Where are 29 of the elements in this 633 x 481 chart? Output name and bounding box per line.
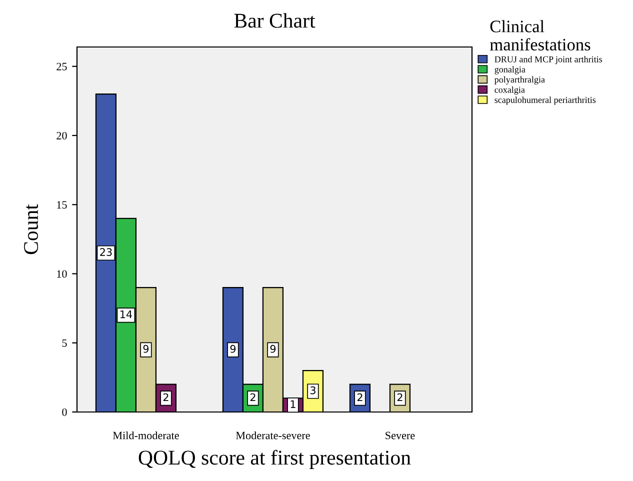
- data-label: 2: [397, 393, 402, 402]
- y-tick-label: 25: [56, 62, 67, 70]
- data-label: 2: [357, 393, 362, 402]
- legend-label: gonalgia: [494, 66, 526, 74]
- data-label: 23: [100, 248, 112, 256]
- y-tick-label: 20: [56, 132, 67, 140]
- data-label: 2: [163, 393, 168, 402]
- data-label: 1: [290, 400, 296, 408]
- legend-title: Clinical manifestations: [490, 20, 590, 50]
- data-label: 9: [270, 344, 276, 353]
- data-label: 9: [143, 344, 149, 353]
- y-tick-label: 5: [62, 339, 67, 347]
- x-axis-title: QOLQ score at first presentation: [138, 450, 411, 469]
- y-tick-label: 0: [62, 408, 67, 416]
- data-label: 14: [120, 310, 132, 318]
- chart-title: Bar Chart: [234, 13, 316, 28]
- y-tick-label: 10: [57, 270, 67, 278]
- legend-label: scapulohumeral periarthritis: [494, 96, 596, 105]
- data-label: 9: [230, 344, 236, 353]
- legend-label: DRUJ and MCP joint arthritis: [494, 56, 602, 64]
- data-label: 2: [250, 393, 256, 402]
- y-tick-label: 15: [57, 201, 67, 209]
- y-axis-title: Count: [24, 204, 38, 254]
- x-tick-label: Moderate-severe: [236, 431, 310, 440]
- legend-label: coxalgia: [494, 86, 525, 95]
- x-tick-label: Mild-moderate: [112, 431, 179, 440]
- x-tick-label: Severe: [386, 432, 415, 440]
- legend-label: polyarthralgia: [494, 76, 545, 84]
- data-label: 3: [310, 386, 316, 394]
